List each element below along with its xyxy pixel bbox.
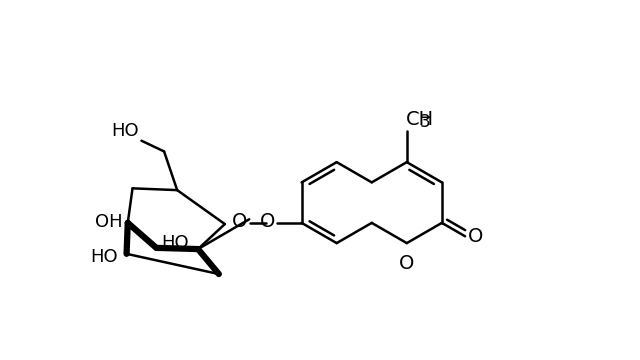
Text: O: O (232, 212, 248, 231)
Text: O: O (399, 254, 415, 273)
Text: OH: OH (95, 213, 123, 231)
Text: CH: CH (406, 111, 434, 129)
Text: 3: 3 (420, 113, 431, 131)
Text: O: O (468, 227, 483, 246)
Text: HO: HO (90, 248, 118, 266)
Text: HO: HO (161, 234, 189, 252)
Text: O: O (259, 212, 275, 231)
Text: HO: HO (111, 122, 138, 140)
